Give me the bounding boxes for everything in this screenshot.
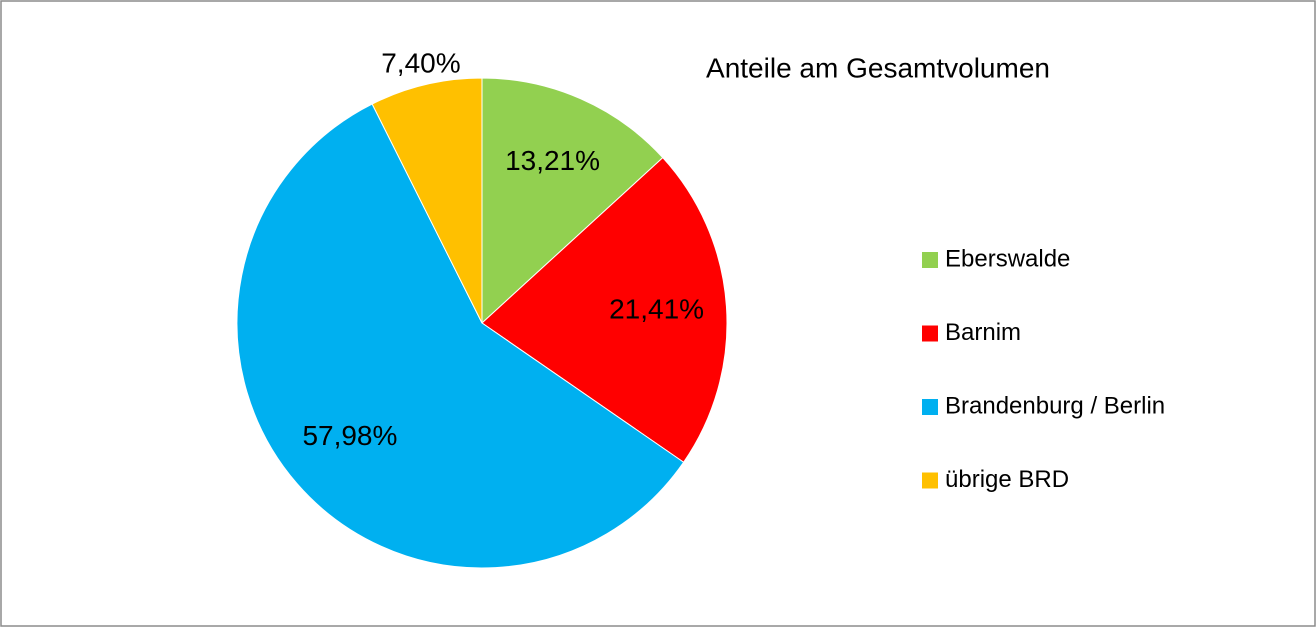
- legend-swatch: [922, 399, 938, 415]
- legend-label: Eberswalde: [945, 245, 1070, 272]
- pie-slice: [371, 77, 483, 324]
- data-label: 7,40%: [381, 48, 460, 79]
- data-label: 21,41%: [609, 293, 704, 324]
- data-label: 57,98%: [302, 420, 397, 451]
- legend-swatch: [922, 472, 938, 489]
- pie-slice: [481, 77, 664, 325]
- legend-swatch: [922, 252, 938, 268]
- data-label: 13,21%: [505, 145, 600, 176]
- legend-label: übrige BRD: [945, 466, 1069, 493]
- chart-title: Anteile am Gesamtvolumen: [706, 52, 1050, 83]
- pie-slice: [481, 156, 728, 463]
- legend-label: Barnim: [945, 319, 1021, 346]
- legend-swatch: [922, 325, 938, 342]
- legend-label: Brandenburg / Berlin: [945, 392, 1165, 419]
- pie-slice: [236, 103, 685, 569]
